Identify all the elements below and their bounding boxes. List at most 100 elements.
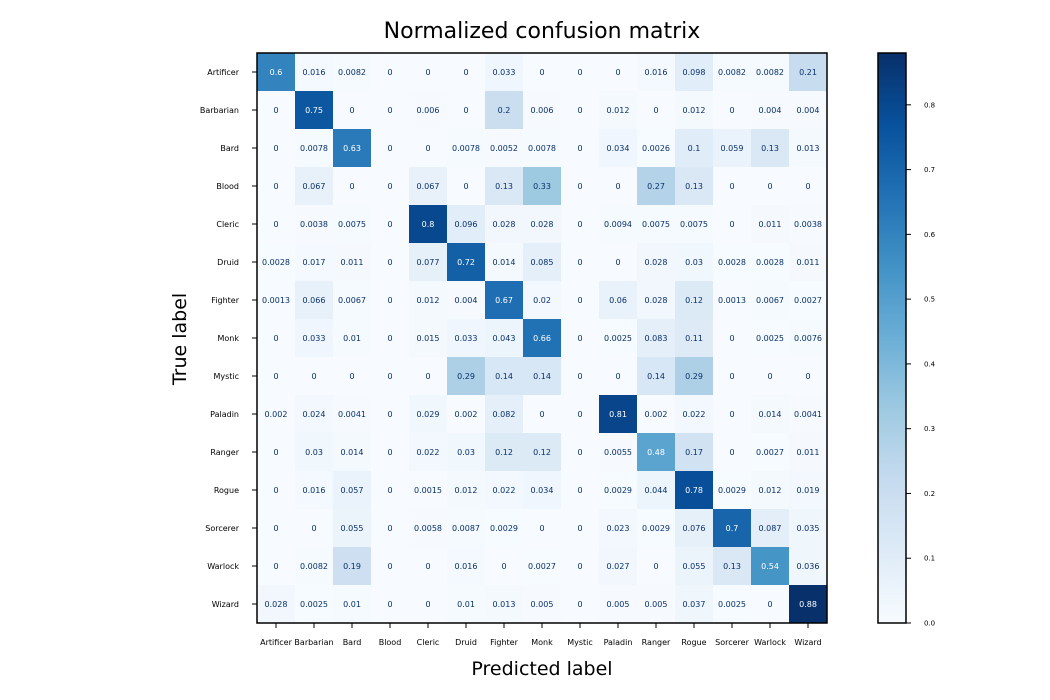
cell-blood-warlock <box>751 167 790 206</box>
cell-value-sorcerer-cleric: 0.0058 <box>414 524 442 533</box>
x-tick-label-barbarian: Barbarian <box>294 638 333 647</box>
cell-value-wizard-rogue: 0.037 <box>683 600 706 609</box>
cell-value-monk-mystic: 0 <box>577 334 582 343</box>
cell-value-blood-warlock: 0 <box>767 182 772 191</box>
cell-value-paladin-artificer: 0.002 <box>265 410 288 419</box>
cell-value-cleric-rogue: 0.0075 <box>680 220 708 229</box>
cell-mystic-wizard <box>789 357 828 396</box>
colorbar-tick-label: 0.6 <box>924 231 936 239</box>
x-tick-labels: Artificer Barbarian Bard Blood Cleric Druid Fi… <box>260 623 822 647</box>
cell-ranger-rogue <box>675 433 714 472</box>
y-tick-label-wizard: Wizard <box>212 600 239 609</box>
cell-value-rogue-artificer: 0 <box>273 486 278 495</box>
cell-druid-artificer <box>257 243 296 282</box>
cell-sorcerer-paladin <box>599 509 638 548</box>
cell-monk-fighter <box>485 319 524 358</box>
cell-wizard-cleric <box>409 585 448 624</box>
cell-barbarian-cleric <box>409 91 448 130</box>
cell-fighter-mystic <box>561 281 600 320</box>
cell-value-wizard-monk: 0.005 <box>531 600 554 609</box>
cell-value-monk-warlock: 0.0025 <box>756 334 784 343</box>
cell-value-mystic-warlock: 0 <box>767 372 772 381</box>
cell-value-paladin-warlock: 0.014 <box>759 410 782 419</box>
cell-paladin-mystic <box>561 395 600 434</box>
cell-value-blood-barbarian: 0.067 <box>303 182 326 191</box>
x-tick-label-sorcerer: Sorcerer <box>715 638 749 647</box>
cell-value-ranger-bard: 0.014 <box>341 448 364 457</box>
cell-artificer-monk <box>523 53 562 92</box>
cell-value-ranger-wizard: 0.011 <box>797 448 820 457</box>
cell-value-wizard-ranger: 0.005 <box>645 600 668 609</box>
cell-value-paladin-sorcerer: 0 <box>729 410 734 419</box>
cell-value-bard-wizard: 0.013 <box>797 144 820 153</box>
cell-wizard-warlock <box>751 585 790 624</box>
cell-value-blood-monk: 0.33 <box>533 182 551 191</box>
cell-value-ranger-barbarian: 0.03 <box>305 448 323 457</box>
cell-fighter-blood <box>371 281 410 320</box>
cell-barbarian-sorcerer <box>713 91 752 130</box>
cell-value-warlock-cleric: 0 <box>425 562 430 571</box>
cell-warlock-mystic <box>561 547 600 586</box>
cell-value-blood-wizard: 0 <box>805 182 810 191</box>
cell-druid-monk <box>523 243 562 282</box>
cell-value-druid-blood: 0 <box>387 258 392 267</box>
cell-druid-fighter <box>485 243 524 282</box>
cell-cleric-artificer <box>257 205 296 244</box>
cell-blood-bard <box>333 167 372 206</box>
cell-ranger-ranger <box>637 433 676 472</box>
cell-paladin-paladin <box>599 395 638 434</box>
cell-value-warlock-rogue: 0.055 <box>683 562 706 571</box>
cell-fighter-cleric <box>409 281 448 320</box>
cell-artificer-cleric <box>409 53 448 92</box>
matrix-cells: 0.6 0.016 0.0082 0 0 0 0.033 0 0 0 0.016 0.098 0.008… <box>257 53 828 624</box>
cell-rogue-rogue <box>675 471 714 510</box>
cell-wizard-paladin <box>599 585 638 624</box>
cell-barbarian-blood <box>371 91 410 130</box>
cell-mystic-barbarian <box>295 357 334 396</box>
cell-value-bard-cleric: 0 <box>425 144 430 153</box>
cell-artificer-blood <box>371 53 410 92</box>
cell-value-monk-fighter: 0.043 <box>493 334 516 343</box>
cell-druid-cleric <box>409 243 448 282</box>
colorbar-tick-label: 0.4 <box>924 360 936 368</box>
cell-wizard-rogue <box>675 585 714 624</box>
cell-value-mystic-paladin: 0 <box>615 372 620 381</box>
cell-mystic-sorcerer <box>713 357 752 396</box>
cell-value-fighter-blood: 0 <box>387 296 392 305</box>
cell-value-druid-warlock: 0.0028 <box>756 258 784 267</box>
cell-blood-monk <box>523 167 562 206</box>
cell-value-bard-artificer: 0 <box>273 144 278 153</box>
cell-rogue-barbarian <box>295 471 334 510</box>
cell-value-monk-cleric: 0.015 <box>417 334 440 343</box>
cell-value-wizard-blood: 0 <box>387 600 392 609</box>
cell-value-artificer-wizard: 0.21 <box>799 68 817 77</box>
cell-value-blood-blood: 0 <box>387 182 392 191</box>
cell-value-warlock-blood: 0 <box>387 562 392 571</box>
cell-fighter-wizard <box>789 281 828 320</box>
cell-monk-rogue <box>675 319 714 358</box>
cell-druid-wizard <box>789 243 828 282</box>
cell-sorcerer-bard <box>333 509 372 548</box>
cell-value-barbarian-fighter: 0.2 <box>498 106 511 115</box>
cell-fighter-paladin <box>599 281 638 320</box>
cell-value-barbarian-mystic: 0 <box>577 106 582 115</box>
cell-value-artificer-artificer: 0.6 <box>270 68 283 77</box>
cell-fighter-barbarian <box>295 281 334 320</box>
cell-value-wizard-paladin: 0.005 <box>607 600 630 609</box>
cell-value-wizard-cleric: 0 <box>425 600 430 609</box>
cell-blood-mystic <box>561 167 600 206</box>
cell-value-fighter-bard: 0.0067 <box>338 296 366 305</box>
y-tick-label-rogue: Rogue <box>214 486 239 495</box>
y-tick-label-monk: Monk <box>218 334 240 343</box>
cell-value-cleric-warlock: 0.011 <box>759 220 782 229</box>
cell-value-druid-ranger: 0.028 <box>645 258 668 267</box>
cell-value-warlock-fighter: 0 <box>501 562 506 571</box>
cell-sorcerer-fighter <box>485 509 524 548</box>
x-tick-label-monk: Monk <box>531 638 553 647</box>
cell-value-mystic-artificer: 0 <box>273 372 278 381</box>
cell-value-warlock-paladin: 0.027 <box>607 562 630 571</box>
cell-ranger-sorcerer <box>713 433 752 472</box>
cell-rogue-mystic <box>561 471 600 510</box>
cell-value-ranger-druid: 0.03 <box>457 448 475 457</box>
cell-value-fighter-monk: 0.02 <box>533 296 551 305</box>
